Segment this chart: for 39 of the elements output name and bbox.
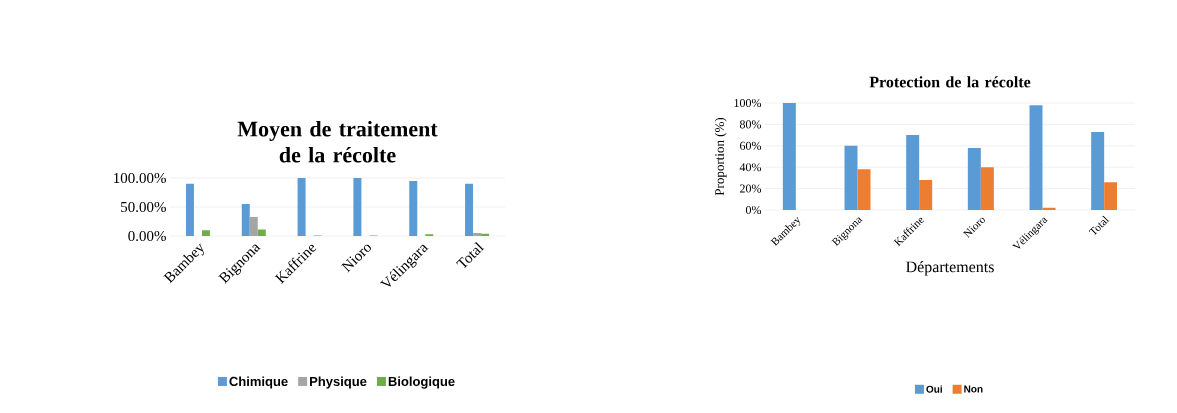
bar (1091, 131, 1105, 210)
y-tick-label: 0% (745, 205, 762, 215)
bar (353, 178, 362, 236)
y-tick-label: 40% (739, 163, 762, 172)
legend-label: Physique (310, 376, 367, 389)
bar (201, 230, 210, 236)
chart-title: Moyen de traitement de la récolte (237, 120, 438, 163)
bar (967, 147, 981, 210)
bar (906, 135, 920, 210)
y-tick-label: 80% (739, 120, 762, 129)
bar (409, 180, 418, 236)
bar (185, 183, 194, 236)
bar (1104, 182, 1118, 210)
legend-label: Oui (926, 385, 942, 393)
legend-label: Biologique (388, 376, 455, 389)
bar (1029, 105, 1043, 210)
legend-label: Chimique (229, 376, 288, 389)
bar (297, 178, 306, 236)
bar (249, 216, 258, 236)
bar (857, 169, 871, 210)
bar (844, 145, 858, 210)
bar (980, 167, 994, 210)
x-axis-title: Départements (906, 261, 994, 276)
chart-title: Protection de la récolte (869, 76, 1031, 88)
bar (473, 233, 482, 236)
bar (782, 103, 796, 210)
y-tick-label: 100% (734, 98, 762, 108)
bar (919, 180, 933, 210)
bar (465, 183, 474, 236)
y-axis-title: Proportion (%) (714, 117, 727, 196)
bar (257, 229, 266, 236)
y-tick-label: 0.00% (128, 230, 166, 242)
bar (241, 204, 250, 236)
y-tick-label: 60% (740, 141, 762, 150)
y-tick-label: 100.00% (114, 172, 166, 184)
y-tick-label: 20% (740, 184, 762, 193)
y-tick-label: 50.00% (121, 201, 166, 213)
legend-label: Non (964, 385, 983, 393)
bar (1042, 207, 1056, 210)
